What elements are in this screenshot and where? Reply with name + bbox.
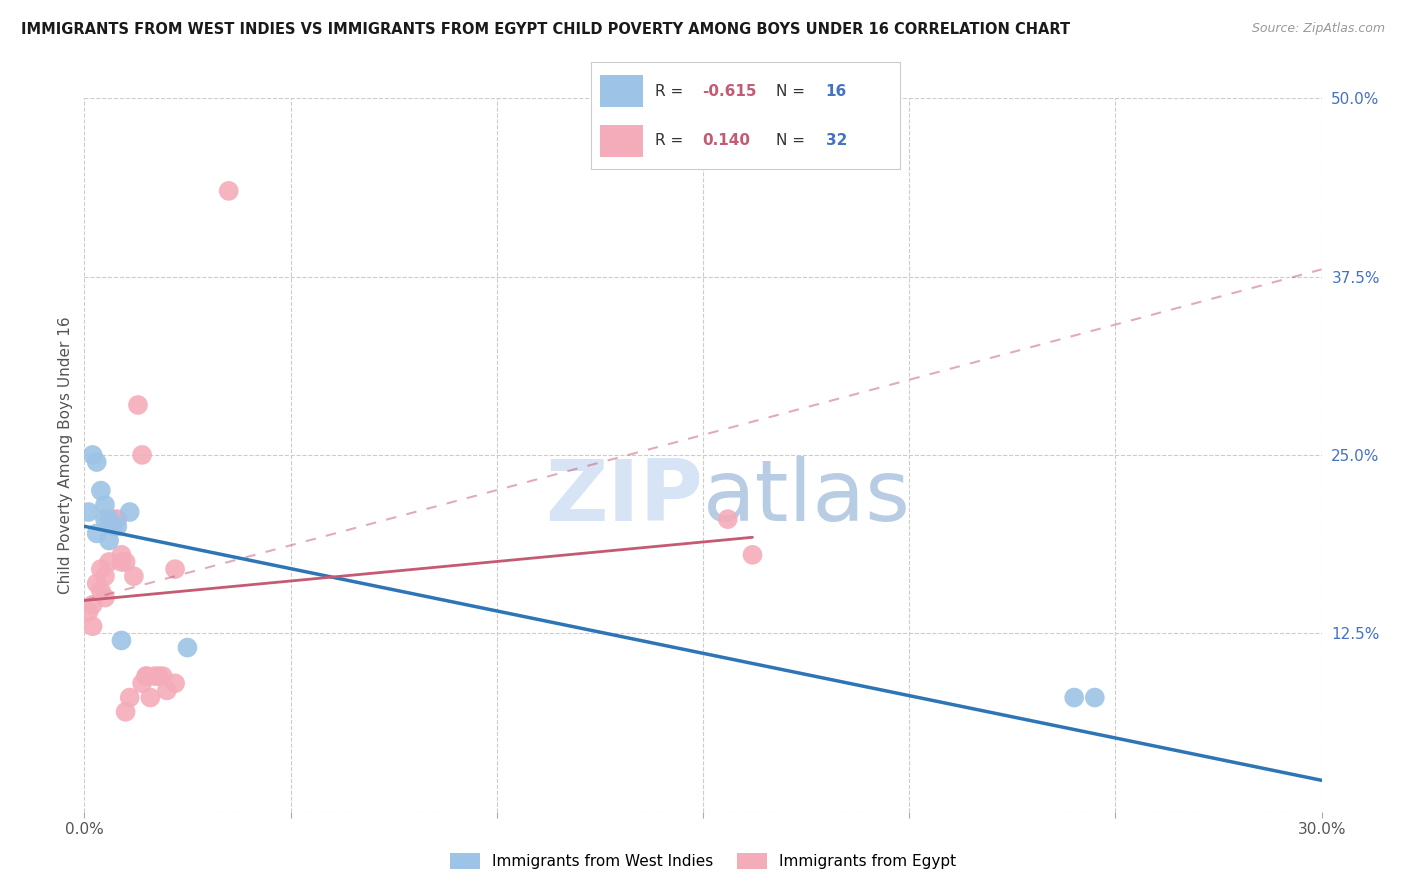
Point (98, 555, 121, 569)
Text: R =: R = (655, 84, 689, 99)
Point (77, 505, 100, 519)
Legend: Immigrants from West Indies, Immigrants from Egypt: Immigrants from West Indies, Immigrants … (443, 847, 963, 875)
Point (717, 512, 740, 526)
Point (94, 569, 117, 583)
Point (152, 669, 174, 683)
Point (82, 619, 104, 633)
Text: R =: R = (655, 133, 693, 148)
Text: N =: N = (776, 84, 810, 99)
Text: N =: N = (776, 133, 810, 148)
Text: Source: ZipAtlas.com: Source: ZipAtlas.com (1251, 22, 1385, 36)
Text: -0.615: -0.615 (702, 84, 756, 99)
Y-axis label: Child Poverty Among Boys Under 16: Child Poverty Among Boys Under 16 (58, 316, 73, 594)
Point (110, 548, 132, 562)
Point (143, 669, 166, 683)
Point (105, 519, 128, 533)
Point (82, 598, 104, 612)
Point (94, 591, 117, 605)
Point (135, 669, 157, 683)
Text: 32: 32 (825, 133, 846, 148)
Point (176, 640, 198, 655)
Point (1063, 690, 1085, 705)
Point (118, 505, 141, 519)
Point (103, 519, 125, 533)
Text: atlas: atlas (703, 456, 911, 540)
Point (165, 676, 187, 690)
Point (122, 569, 145, 583)
Point (82, 448, 104, 462)
Text: 0.140: 0.140 (702, 133, 749, 148)
Point (86, 576, 108, 591)
Point (103, 512, 125, 526)
Point (77, 605, 100, 619)
Point (139, 690, 162, 705)
Point (90, 583, 112, 598)
Point (86, 526, 108, 541)
Bar (600, 75, 643, 107)
Point (94, 512, 117, 526)
Text: IMMIGRANTS FROM WEST INDIES VS IMMIGRANTS FROM EGYPT CHILD POVERTY AMONG BOYS UN: IMMIGRANTS FROM WEST INDIES VS IMMIGRANT… (21, 22, 1070, 37)
Point (118, 690, 141, 705)
Point (131, 448, 153, 462)
Point (98, 533, 121, 548)
Point (110, 633, 132, 648)
Point (94, 498, 117, 512)
Point (218, 184, 240, 198)
Point (148, 669, 170, 683)
Text: ZIP: ZIP (546, 456, 703, 540)
Point (110, 555, 132, 569)
Point (105, 512, 128, 526)
Point (86, 455, 108, 469)
Point (127, 398, 149, 412)
Point (741, 548, 763, 562)
Point (131, 676, 153, 690)
Point (1084, 690, 1107, 705)
Text: 16: 16 (825, 84, 846, 99)
Point (156, 683, 179, 698)
Bar (600, 125, 643, 157)
Point (114, 705, 136, 719)
Point (90, 483, 112, 498)
Point (90, 562, 112, 576)
Point (98, 512, 121, 526)
Point (135, 669, 157, 683)
Point (114, 555, 136, 569)
Point (165, 562, 187, 576)
